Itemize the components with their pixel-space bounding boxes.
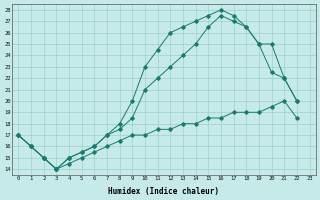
X-axis label: Humidex (Indice chaleur): Humidex (Indice chaleur) [108,187,220,196]
